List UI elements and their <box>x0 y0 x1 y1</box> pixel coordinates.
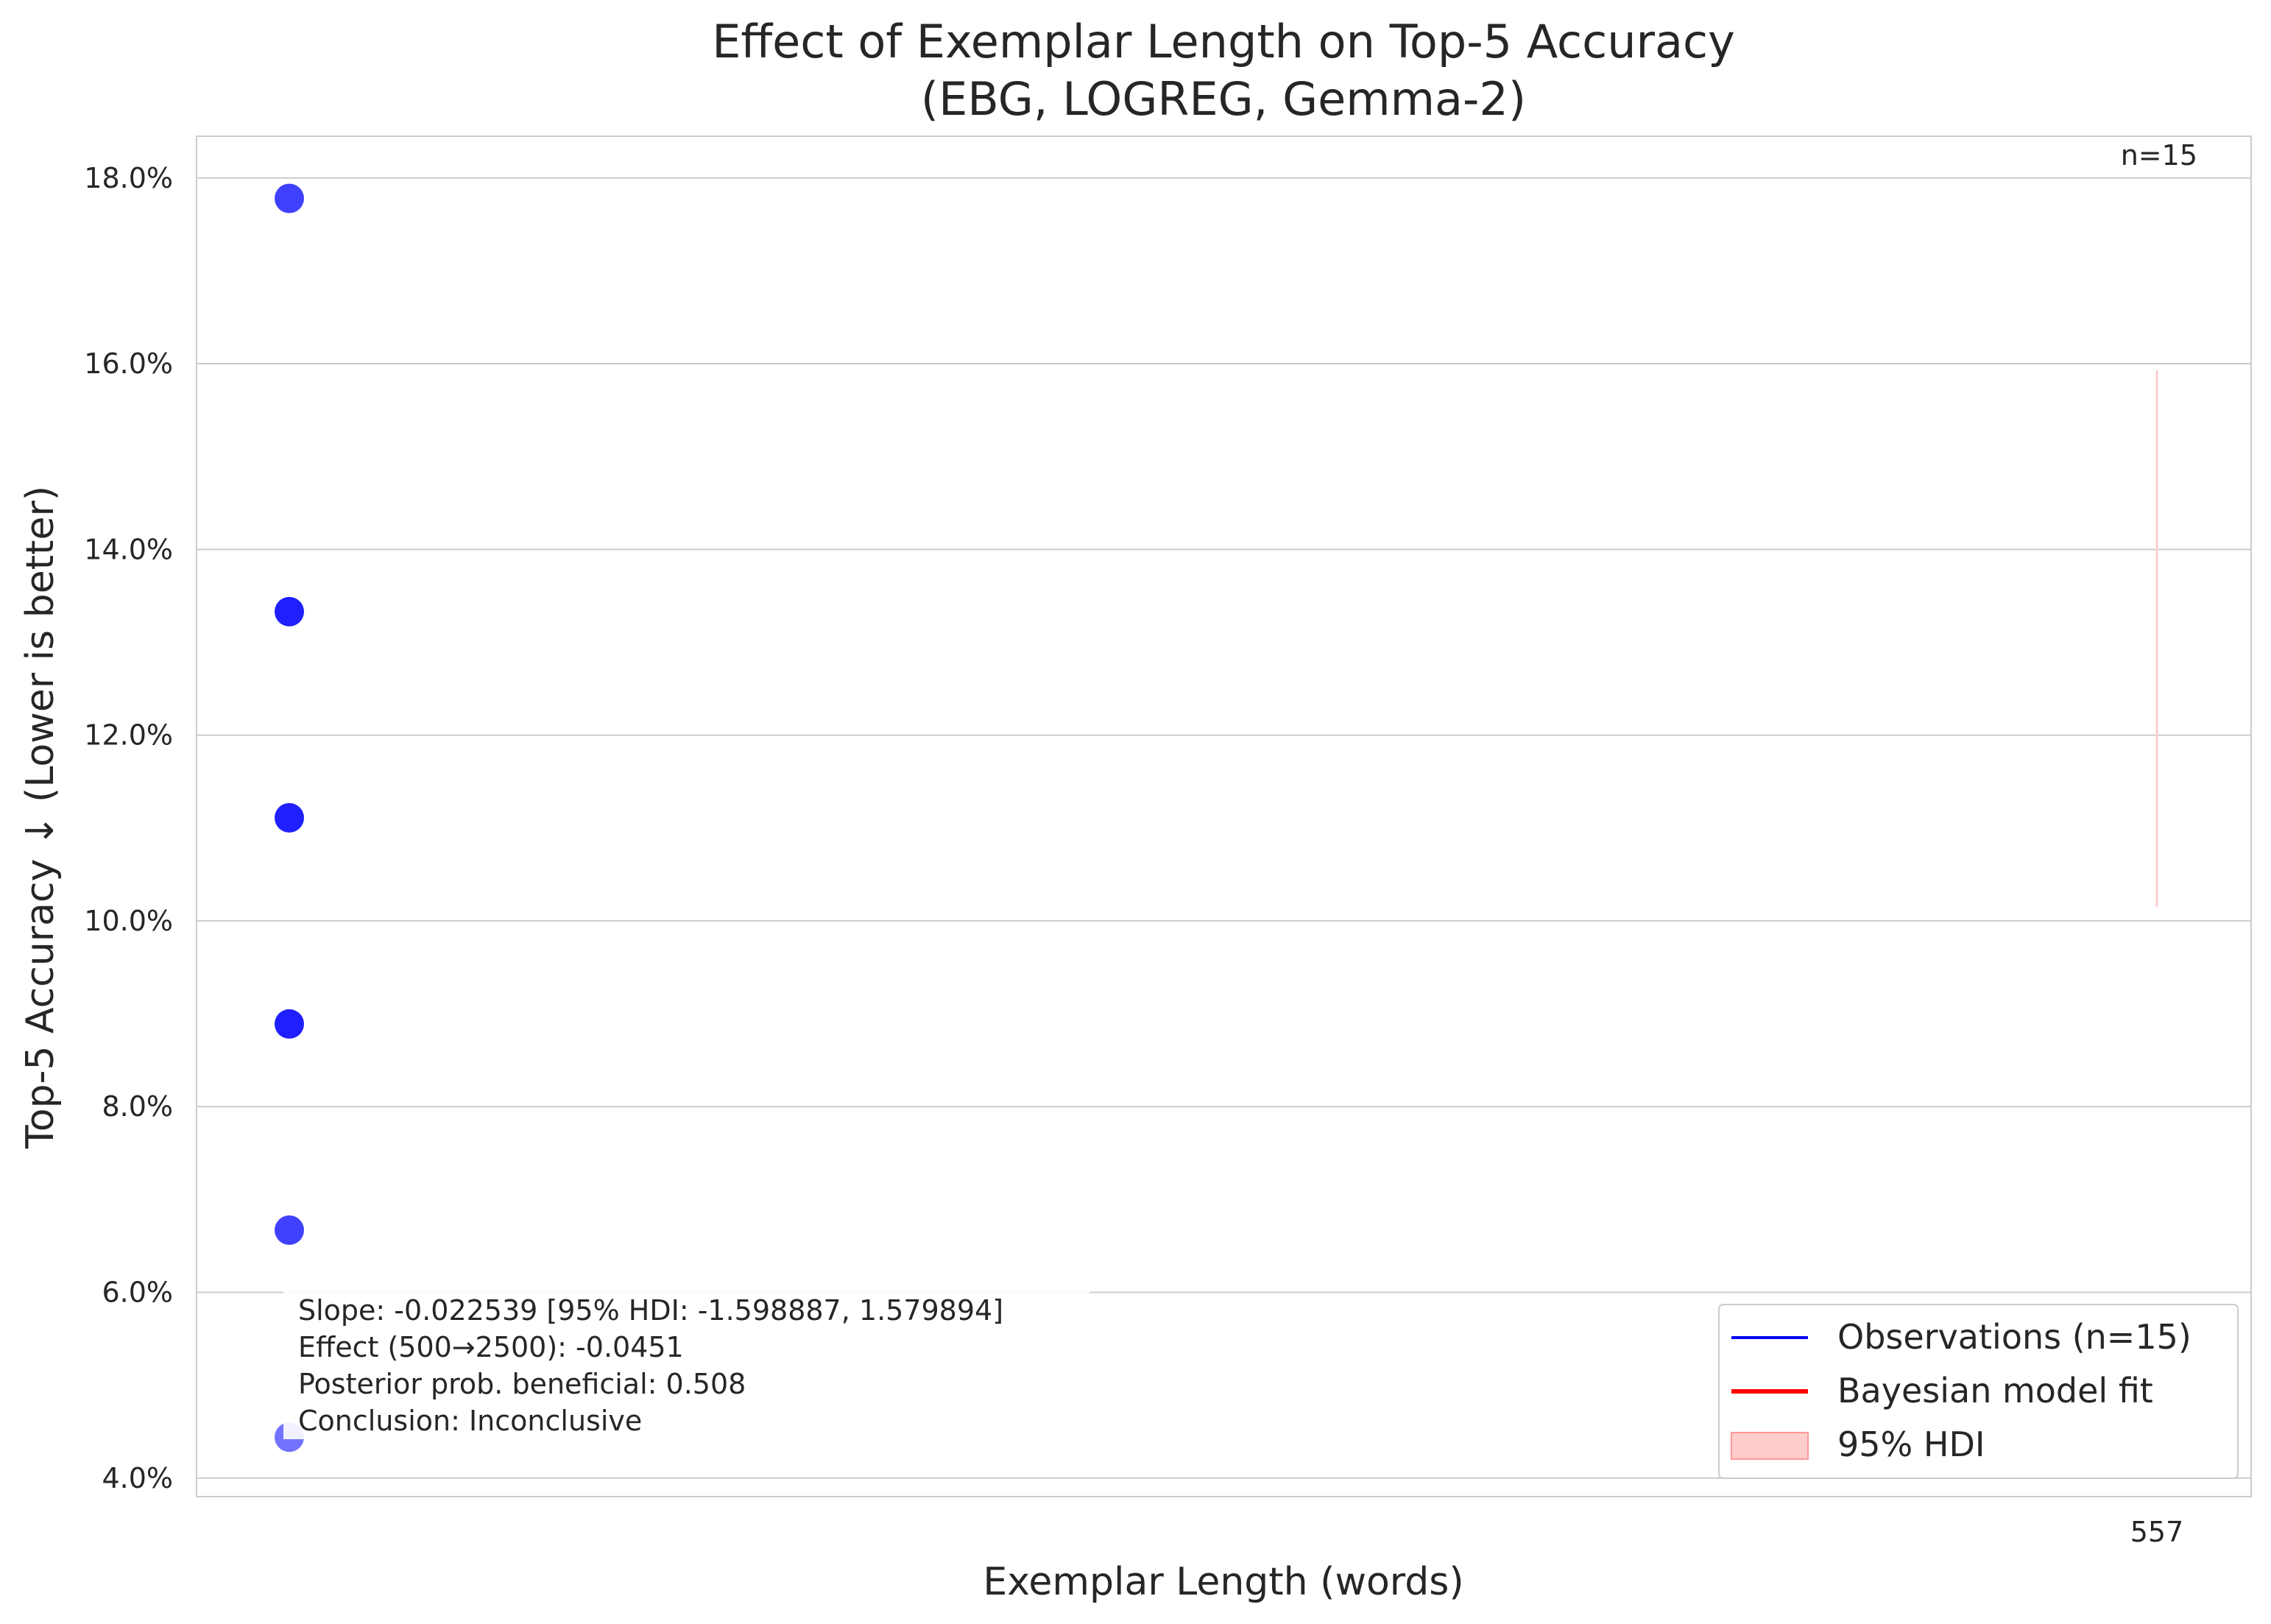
x-axis-label: Exemplar Length (words) <box>983 1560 1463 1604</box>
chart-title-line1: Effect of Exemplar Length on Top-5 Accur… <box>712 15 1735 68</box>
legend-hdi-label: 95% HDI <box>1837 1424 1985 1464</box>
y-tick-label: 18.0% <box>84 162 173 194</box>
observation-point <box>275 596 304 626</box>
y-tick-label: 10.0% <box>84 905 173 937</box>
observation-point <box>275 1215 304 1245</box>
annotation-effect: Effect (500→2500): -0.0451 <box>298 1331 684 1363</box>
legend-model-fit-label: Bayesian model fit <box>1837 1371 2153 1411</box>
y-tick-label: 6.0% <box>102 1276 173 1308</box>
annotation-slope: Slope: -0.022539 [95% HDI: -1.598887, 1.… <box>298 1294 1003 1327</box>
legend-observations-label: Observations (n=15) <box>1837 1317 2191 1357</box>
legend-frame <box>1718 1304 2239 1479</box>
x-tick-label: 557 <box>2130 1516 2184 1548</box>
y-tick-label: 12.0% <box>84 719 173 752</box>
observation-point <box>275 802 304 833</box>
y-tick-label: 8.0% <box>102 1090 173 1123</box>
y-axis-label: Top-5 Accuracy ↓ (Lower is better) <box>18 486 63 1149</box>
annotation-posterior: Posterior prob. beneficial: 0.508 <box>298 1368 746 1400</box>
annotation-background <box>283 1285 1089 1439</box>
legend: Observations (n=15) Bayesian model fit 9… <box>1718 1304 2239 1479</box>
annotation-conclusion: Conclusion: Inconclusive <box>298 1405 642 1437</box>
legend-hdi-swatch <box>1731 1432 1809 1460</box>
observation-point <box>275 183 304 213</box>
annotation-box: Slope: -0.022539 [95% HDI: -1.598887, 1.… <box>283 1285 1089 1439</box>
y-tick-label: 4.0% <box>102 1462 173 1494</box>
observation-point <box>275 1009 304 1039</box>
y-tick-labels: 4.0% 6.0% 8.0% 10.0% 12.0% 14.0% 16.0% 18.0% <box>84 162 173 1494</box>
y-tick-label: 16.0% <box>84 347 173 380</box>
chart-title-line2: (EBG, LOGREG, Gemma-2) <box>921 72 1526 126</box>
plot-area <box>196 135 2252 1497</box>
n-count-label: n=15 <box>2121 139 2197 172</box>
y-tick-label: 14.0% <box>84 533 173 565</box>
